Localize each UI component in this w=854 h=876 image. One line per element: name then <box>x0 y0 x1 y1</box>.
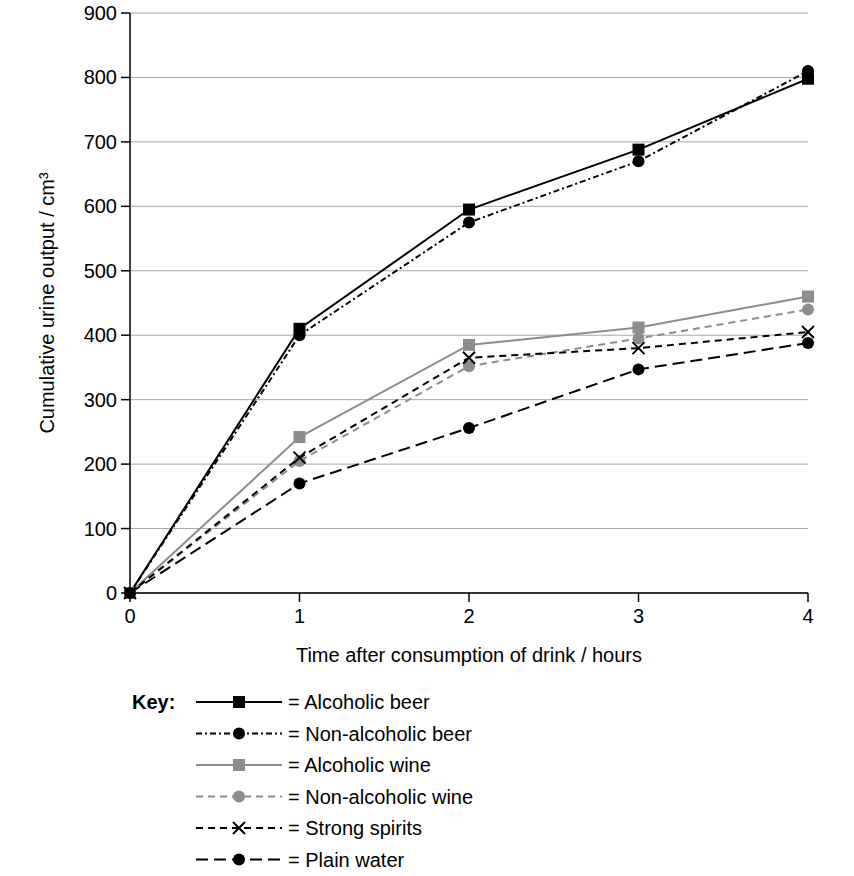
y-tick <box>121 12 130 14</box>
grid-line <box>130 270 808 271</box>
data-point <box>124 587 136 599</box>
plot-area <box>124 65 814 599</box>
y-tick-label: 900 <box>84 2 117 24</box>
data-point <box>294 452 306 464</box>
grid-line <box>130 528 808 529</box>
y-tick <box>121 206 130 208</box>
y-tick <box>121 463 130 465</box>
data-point <box>463 204 475 216</box>
x-tick-label: 0 <box>124 605 135 627</box>
chart: 0 100 200 300 400 500 600 700 800 900 0 1 2 3 4 Time af… <box>0 0 854 876</box>
grid-line <box>130 399 808 400</box>
x-tick-label: 4 <box>802 605 813 627</box>
data-point <box>124 587 136 599</box>
data-point <box>633 342 645 354</box>
grid-line <box>130 77 808 78</box>
grid-line <box>130 464 808 465</box>
y-tick-label: 300 <box>84 389 117 411</box>
legend-label: = Alcoholic beer <box>288 691 430 713</box>
legend-marker <box>233 759 245 771</box>
y-axis <box>129 13 131 593</box>
x-tick-label: 3 <box>633 605 644 627</box>
data-point <box>633 363 645 375</box>
y-tick <box>121 141 130 143</box>
grid-line <box>130 335 808 336</box>
data-point <box>633 155 645 167</box>
legend-label: = Plain water <box>288 849 405 871</box>
y-tick <box>121 399 130 401</box>
data-point <box>124 587 136 599</box>
legend: Key: = Alcoholic beer = Non-alcoholic beer… <box>132 691 473 871</box>
legend-marker <box>233 822 245 834</box>
series-line <box>130 332 808 593</box>
data-point <box>124 587 136 599</box>
legend-marker <box>233 791 245 803</box>
x-tick <box>468 593 470 602</box>
data-point <box>463 216 475 228</box>
y-tick-label: 800 <box>84 66 117 88</box>
y-tick-label: 400 <box>84 324 117 346</box>
y-tick <box>121 270 130 272</box>
y-tick <box>121 77 130 79</box>
data-point <box>463 422 475 434</box>
y-axis-title: Cumulative urine output / cm³ <box>36 172 58 434</box>
data-point <box>463 339 475 351</box>
data-point <box>463 352 475 364</box>
series-line <box>130 343 808 593</box>
x-tick-label: 2 <box>463 605 474 627</box>
y-tick-label: 0 <box>106 582 117 604</box>
y-tick <box>121 334 130 336</box>
legend-label: = Strong spirits <box>288 817 422 839</box>
data-point <box>802 291 814 303</box>
data-point <box>633 144 645 156</box>
data-point <box>294 477 306 489</box>
y-tick-label: 200 <box>84 453 117 475</box>
legend-label: = Alcoholic wine <box>288 754 431 776</box>
data-point <box>802 337 814 349</box>
series-line <box>130 79 808 593</box>
series-line <box>130 309 808 593</box>
series-line <box>130 297 808 593</box>
data-point <box>294 329 306 341</box>
data-point <box>802 303 814 315</box>
y-tick-label: 700 <box>84 131 117 153</box>
legend-marker <box>233 854 245 866</box>
legend-label: = Non-alcoholic beer <box>288 723 472 745</box>
data-point <box>124 587 136 599</box>
y-tick-label: 600 <box>84 195 117 217</box>
x-tick <box>807 593 809 602</box>
data-point <box>633 321 645 333</box>
data-point <box>802 65 814 77</box>
y-tick-label: 500 <box>84 260 117 282</box>
x-tick-label: 1 <box>294 605 305 627</box>
y-tick <box>121 528 130 530</box>
x-tick <box>638 593 640 602</box>
y-tick-label: 100 <box>84 518 117 540</box>
legend-label: = Non-alcoholic wine <box>288 786 473 808</box>
legend-marker <box>233 696 245 708</box>
legend-title: Key: <box>132 691 175 713</box>
x-axis-title: Time after consumption of drink / hours <box>296 644 642 666</box>
data-point <box>124 587 136 599</box>
data-point <box>294 431 306 443</box>
x-tick <box>299 593 301 602</box>
series-line <box>130 71 808 593</box>
legend-marker <box>233 728 245 740</box>
grid-line <box>130 141 808 142</box>
data-point <box>802 326 814 338</box>
grid-line <box>130 13 808 14</box>
